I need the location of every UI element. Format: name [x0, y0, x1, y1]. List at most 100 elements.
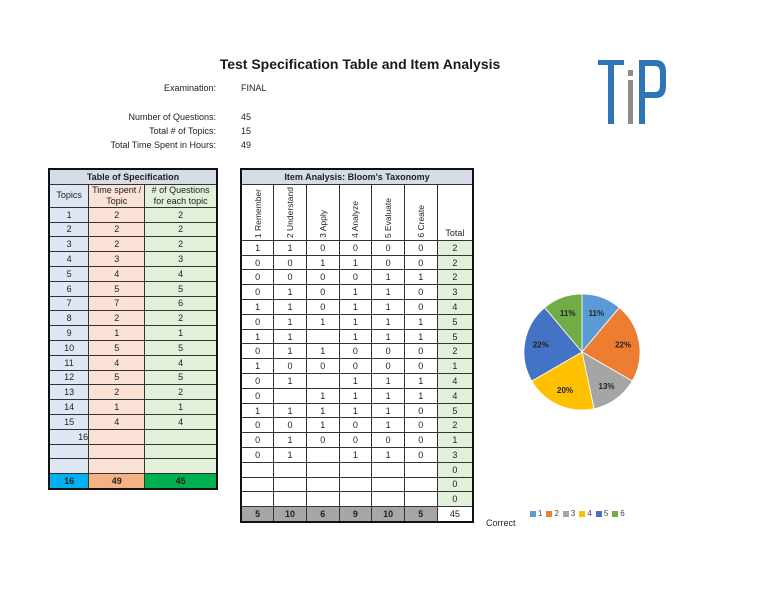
- table-cell: 1: [338, 313, 373, 330]
- table-cell: [48, 458, 90, 475]
- table-cell: 0: [403, 343, 438, 360]
- pie-label: 22%: [615, 341, 631, 350]
- row-total-cell: 2: [436, 343, 474, 360]
- table-cell: 1: [338, 284, 373, 301]
- table-cell: 0: [273, 269, 307, 286]
- table-cell: 0: [273, 417, 307, 434]
- table-row: 14 1 1: [48, 399, 218, 415]
- meta-label: Examination:: [163, 83, 216, 93]
- bloom-level-label: 3 Apply: [317, 209, 328, 238]
- table-cell: 5: [144, 369, 218, 386]
- table-cell: 1: [371, 373, 405, 389]
- table-cell: 1: [305, 387, 340, 404]
- table-cell: 2: [88, 206, 146, 223]
- table-cell: 1: [338, 447, 373, 463]
- table-cell: 0: [371, 358, 405, 375]
- table-cell: [88, 458, 146, 475]
- table-cell: 0: [273, 358, 307, 375]
- page-title: Test Specification Table and Item Analys…: [219, 56, 501, 72]
- table-cell: 4: [144, 413, 218, 430]
- table-cell: 1: [371, 402, 405, 419]
- table-cell: 1: [371, 387, 405, 404]
- table-cell: [305, 447, 340, 463]
- bloom-col-header: 5 Evaluate: [371, 183, 405, 241]
- table-cell: 1: [338, 387, 373, 404]
- table-cell: [240, 491, 275, 508]
- col-topics: Topics: [48, 183, 90, 208]
- table-cell: 11: [48, 354, 90, 371]
- table-cell: 2: [144, 310, 218, 327]
- total-cell: 6: [305, 506, 340, 523]
- pie-label: 13%: [599, 382, 615, 391]
- legend-item: 2: [546, 509, 559, 518]
- table-cell: 1: [240, 358, 275, 375]
- table-cell: [144, 458, 218, 475]
- row-total-cell: 4: [436, 299, 474, 315]
- table-cell: 5: [88, 339, 146, 356]
- meta-label: Total Time Spent in Hours:: [110, 140, 216, 150]
- legend-label: 6: [620, 509, 625, 518]
- row-total-cell: 3: [436, 447, 474, 463]
- bloom-col-header: 4 Analyze: [338, 183, 373, 241]
- table-cell: [240, 476, 275, 493]
- total-cell: 10: [273, 506, 307, 523]
- table-cell: 5: [88, 369, 146, 386]
- table-cell: 1: [305, 254, 340, 271]
- legend-label: 4: [587, 509, 592, 518]
- bloom-col-header: 3 Apply: [305, 183, 340, 241]
- pie-label: 11%: [560, 309, 576, 318]
- table-cell: 0: [403, 254, 438, 271]
- table-cell: [371, 491, 405, 508]
- table-cell: 1: [88, 325, 146, 341]
- meta-label: Number of Questions:: [128, 112, 216, 122]
- table-cell: 1: [338, 402, 373, 419]
- col-time-spent: Time spent / Topic: [88, 183, 146, 208]
- table-cell: 1: [305, 313, 340, 330]
- table-cell: 1: [273, 373, 307, 389]
- table-cell: 1: [371, 313, 405, 330]
- row-total-cell: 4: [436, 373, 474, 389]
- table-cell: 1: [371, 447, 405, 463]
- bloom-col-header: 6 Create: [403, 183, 438, 241]
- row-total-cell: 0: [436, 461, 474, 478]
- table-cell: [88, 443, 146, 460]
- legend-swatch-icon: [530, 510, 536, 517]
- spec-table-title: Table of Specification: [48, 168, 218, 185]
- table-cell: 2: [48, 221, 90, 238]
- table-cell: 14: [48, 399, 90, 415]
- logo-icon: [598, 60, 666, 124]
- legend-item: 5: [595, 509, 609, 518]
- table-cell: 0: [338, 269, 373, 286]
- table-cell: 0: [371, 432, 405, 448]
- table-cell: 4: [144, 354, 218, 371]
- table-cell: [240, 461, 275, 478]
- table-of-specification: Table of Specification Topics Time spent…: [48, 168, 218, 490]
- table-cell: [338, 491, 373, 508]
- pie-label: 11%: [588, 309, 604, 318]
- table-cell: 1: [371, 269, 405, 286]
- pie-slice: [581, 307, 641, 382]
- table-cell: 2: [144, 221, 218, 238]
- table-cell: [88, 428, 146, 445]
- table-cell: 1: [403, 387, 438, 404]
- legend-item: 1: [530, 509, 542, 518]
- table-cell: 0: [240, 387, 275, 404]
- table-cell: [403, 491, 438, 508]
- meta-label: Total # of Topics:: [149, 126, 216, 136]
- table-cell: 1: [273, 447, 307, 463]
- table-cell: 6: [48, 280, 90, 297]
- legend-label: 5: [603, 509, 609, 518]
- table-cell: 0: [240, 417, 275, 434]
- table-cell: 2: [88, 310, 146, 327]
- table-row: [48, 458, 218, 475]
- row-total-cell: 1: [436, 432, 474, 448]
- legend-swatch-icon: [612, 510, 619, 517]
- legend-swatch-icon: [579, 510, 586, 517]
- table-cell: 0: [240, 447, 275, 463]
- table-cell: [305, 476, 340, 493]
- table-cell: [338, 476, 373, 493]
- table-cell: 4: [88, 354, 146, 371]
